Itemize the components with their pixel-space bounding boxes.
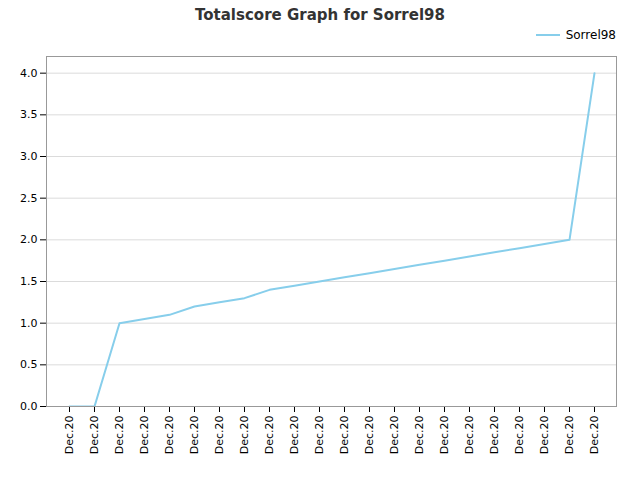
svg-text:Dec.20: Dec.20	[513, 416, 526, 455]
svg-text:0.0: 0.0	[20, 400, 38, 413]
svg-text:Dec.20: Dec.20	[588, 416, 601, 455]
svg-text:Dec.20: Dec.20	[88, 416, 101, 455]
svg-text:Dec.20: Dec.20	[363, 416, 376, 455]
html-text:Sorrel98: Sorrel98	[565, 28, 616, 42]
svg-text:1.0: 1.0	[20, 317, 38, 330]
svg-text:1.5: 1.5	[20, 275, 38, 288]
svg-text:Dec.20: Dec.20	[188, 416, 201, 455]
svg-text:Dec.20: Dec.20	[563, 416, 576, 455]
svg-text:Dec.20: Dec.20	[138, 416, 151, 455]
svg-text:Dec.20: Dec.20	[263, 416, 276, 455]
svg-text:Dec.20: Dec.20	[488, 416, 501, 455]
svg-text:Dec.20: Dec.20	[163, 416, 176, 455]
svg-text:2.0: 2.0	[20, 233, 38, 246]
svg-text:Dec.20: Dec.20	[313, 416, 326, 455]
html-text:Totalscore Graph for Sorrel98: Totalscore Graph for Sorrel98	[195, 6, 445, 24]
svg-text:Dec.20: Dec.20	[463, 416, 476, 455]
svg-text:3.5: 3.5	[20, 108, 38, 121]
svg-text:Dec.20: Dec.20	[288, 416, 301, 455]
svg-text:Dec.20: Dec.20	[438, 416, 451, 455]
svg-text:Dec.20: Dec.20	[388, 416, 401, 455]
svg-text:Dec.20: Dec.20	[538, 416, 551, 455]
svg-text:0.5: 0.5	[20, 358, 38, 371]
svg-text:Dec.20: Dec.20	[113, 416, 126, 455]
svg-text:4.0: 4.0	[20, 67, 38, 80]
svg-text:3.0: 3.0	[20, 150, 38, 163]
svg-text:Dec.20: Dec.20	[63, 416, 76, 455]
svg-text:Dec.20: Dec.20	[238, 416, 251, 455]
svg-text:2.5: 2.5	[20, 192, 38, 205]
svg-text:Dec.20: Dec.20	[413, 416, 426, 455]
svg-text:Dec.20: Dec.20	[338, 416, 351, 455]
svg-text:Dec.20: Dec.20	[213, 416, 226, 455]
